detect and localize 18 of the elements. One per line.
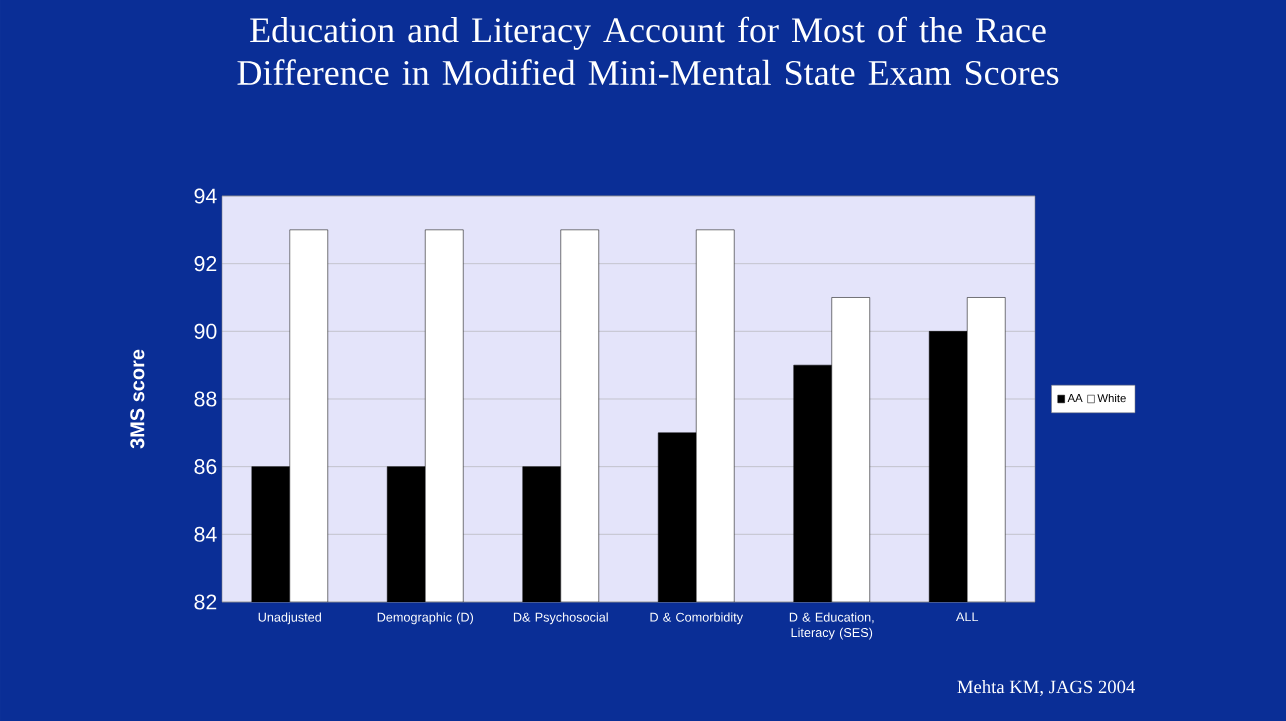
chart-title: Education and Literacy Account for Most of the Race Difference in Modified Mini-Mental State Exam Scores: [237, 16, 1059, 86]
x-tick-label: Unadjusted: [258, 612, 321, 625]
y-tick-label: 90: [194, 323, 217, 339]
x-tick-label: Demographic (D): [377, 612, 474, 625]
y-tick-label: 86: [194, 459, 217, 475]
legend-label: AA: [1067, 394, 1083, 402]
x-tick-label: D & Education, Literacy (SES): [789, 612, 874, 640]
y-tick-label: 82: [194, 594, 217, 610]
y-tick-label: 88: [194, 391, 217, 407]
y-tick-label: 84: [194, 526, 217, 542]
x-tick-label: D & Comorbidity: [650, 612, 744, 625]
y-axis-title: 3MS score: [130, 349, 145, 449]
text: Mehta KM, JAGS 2004: [957, 680, 1135, 696]
legend-label: White: [1097, 393, 1126, 403]
x-tick-label: D& Psychosocial: [513, 612, 608, 625]
y-tick-label: 92: [194, 256, 217, 272]
y-tick-label: 94: [194, 188, 217, 204]
x-tick-label: ALL: [955, 612, 979, 622]
